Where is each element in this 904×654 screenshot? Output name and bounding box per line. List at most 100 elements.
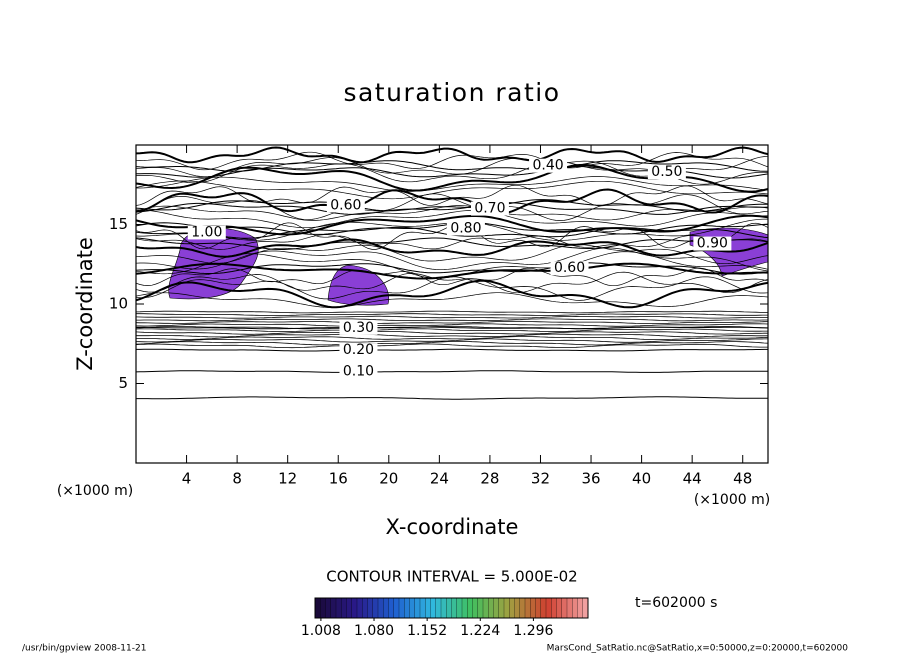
- colorbar-cell: [320, 597, 326, 619]
- contour-line-decor: [136, 292, 768, 308]
- contour-line-decor: [136, 271, 768, 294]
- contour-line-decor: [136, 315, 768, 319]
- contour-line-decor: [136, 151, 768, 171]
- colorbar-tick-label: 1.296: [513, 623, 553, 639]
- colorbar-cell: [341, 597, 347, 619]
- contour-label: 0.60: [330, 197, 361, 213]
- y-tick-label: 10: [109, 295, 128, 313]
- contour-line-decor: [136, 318, 768, 322]
- x-unit: (×1000 m): [694, 492, 770, 508]
- contour-field: 0.10 0.20 0.30 0.40 0.50 0.60 0.70 0.80 0.90 1.00…: [136, 146, 768, 400]
- contour-line-decor: [136, 209, 768, 229]
- x-tick-label: 4: [182, 470, 192, 488]
- chart-title: saturation ratio: [343, 78, 560, 107]
- contour-label: 0.70: [474, 201, 505, 217]
- contour-line-decor: [136, 205, 768, 221]
- contour-label-bg: [187, 225, 226, 240]
- colorbar-cell: [440, 597, 447, 619]
- supersaturated-region: [327, 264, 390, 306]
- footer-right: MarsCond_SatRatio.nc@SatRatio,x=0:50000,…: [547, 644, 849, 654]
- plot-area: 0.10 0.20 0.30 0.40 0.50 0.60 0.70 0.80 0.90 1.00…: [109, 144, 769, 488]
- contour-line-decor: [136, 341, 768, 346]
- colorbar-cell: [409, 597, 416, 619]
- contour-line: [136, 326, 768, 330]
- x-tick-label: 12: [278, 470, 297, 488]
- contour-line: [136, 202, 768, 215]
- colorbar-cell: [551, 597, 557, 619]
- x-tick-label: 40: [632, 470, 651, 488]
- contour-line-decor: [136, 338, 768, 343]
- y-tick-label: 5: [118, 374, 128, 392]
- contour-line-decor: [136, 247, 768, 272]
- contour-line-decor: [136, 276, 768, 301]
- colorbar-cell: [456, 597, 463, 619]
- colorbar-cell: [498, 597, 505, 619]
- contour-line-decor: [136, 323, 768, 327]
- colorbar-cell: [367, 597, 374, 619]
- colorbar-cell: [561, 597, 568, 619]
- colorbar-cell: [472, 597, 479, 619]
- colorbar-tick-label: 1.224: [460, 623, 500, 639]
- contour-line-decor: [136, 146, 768, 164]
- colorbar-cell: [377, 597, 384, 619]
- contour-label-bg: [550, 261, 589, 276]
- colorbar-cell: [419, 597, 426, 619]
- colorbar-cell: [556, 597, 563, 619]
- colorbar-cell: [503, 597, 510, 619]
- contour-line-decor: [136, 331, 768, 335]
- x-tick-label: 32: [531, 470, 550, 488]
- colorbar-cell: [414, 597, 421, 619]
- colorbar-cell: [488, 597, 494, 619]
- contour-line-decor: [136, 176, 768, 192]
- contour-line-decor: [136, 320, 768, 324]
- contour-line-decor: [136, 313, 768, 316]
- colorbar-cell: [404, 597, 410, 619]
- contour-label: 0.60: [554, 260, 585, 276]
- colorbar-cell: [335, 597, 342, 619]
- contour-label: 0.30: [343, 320, 374, 336]
- contour-line: [136, 199, 768, 212]
- contour-label: 0.90: [697, 236, 728, 252]
- colorbar-cell: [388, 597, 395, 619]
- colorbar-cell: [582, 597, 589, 619]
- time-label: t=602000 s: [635, 595, 717, 611]
- colorbar-cell: [383, 597, 389, 619]
- colorbar-cell: [430, 597, 437, 619]
- colorbar-cell: [530, 597, 536, 619]
- contour-interval: CONTOUR INTERVAL = 5.000E-02: [326, 568, 577, 586]
- contour-label-bg: [470, 201, 509, 216]
- colorbar-cell: [514, 597, 521, 619]
- x-tick-label: 48: [733, 470, 752, 488]
- colorbar-tick-label: 1.080: [354, 623, 394, 639]
- x-tick-label: 20: [379, 470, 398, 488]
- colorbar-cell: [566, 597, 573, 619]
- colorbar-cell: [519, 597, 526, 619]
- colorbar-cell: [351, 597, 358, 619]
- x-tick-label: 16: [329, 470, 348, 488]
- contour-label-bg: [693, 236, 732, 251]
- colorbar-cell: [477, 597, 484, 619]
- contour-line-decor: [136, 333, 768, 338]
- contour-line-decor: [136, 328, 768, 332]
- colorbar-cell: [330, 597, 337, 619]
- x-axis-label: X-coordinate: [386, 515, 519, 539]
- contour-line: [136, 262, 768, 275]
- contour-line-decor: [136, 214, 768, 236]
- colorbar-cell: [372, 597, 379, 619]
- contour-label-bg: [529, 158, 568, 173]
- colorbar-cell: [524, 597, 531, 619]
- contour-label-bg: [446, 221, 485, 236]
- contour-line-decor: [136, 279, 768, 309]
- contour-label-bg: [647, 165, 686, 180]
- x-tick-label: 28: [480, 470, 499, 488]
- colorbar-cell: [393, 597, 400, 619]
- contour-line-decor: [136, 244, 768, 265]
- colorbar-cell: [346, 597, 353, 619]
- contour-line-decor: [136, 310, 768, 314]
- contour-line-decor: [136, 343, 768, 349]
- colorbar-cell: [493, 597, 500, 619]
- contour-label-bg: [326, 198, 365, 213]
- contour-line: [136, 237, 768, 250]
